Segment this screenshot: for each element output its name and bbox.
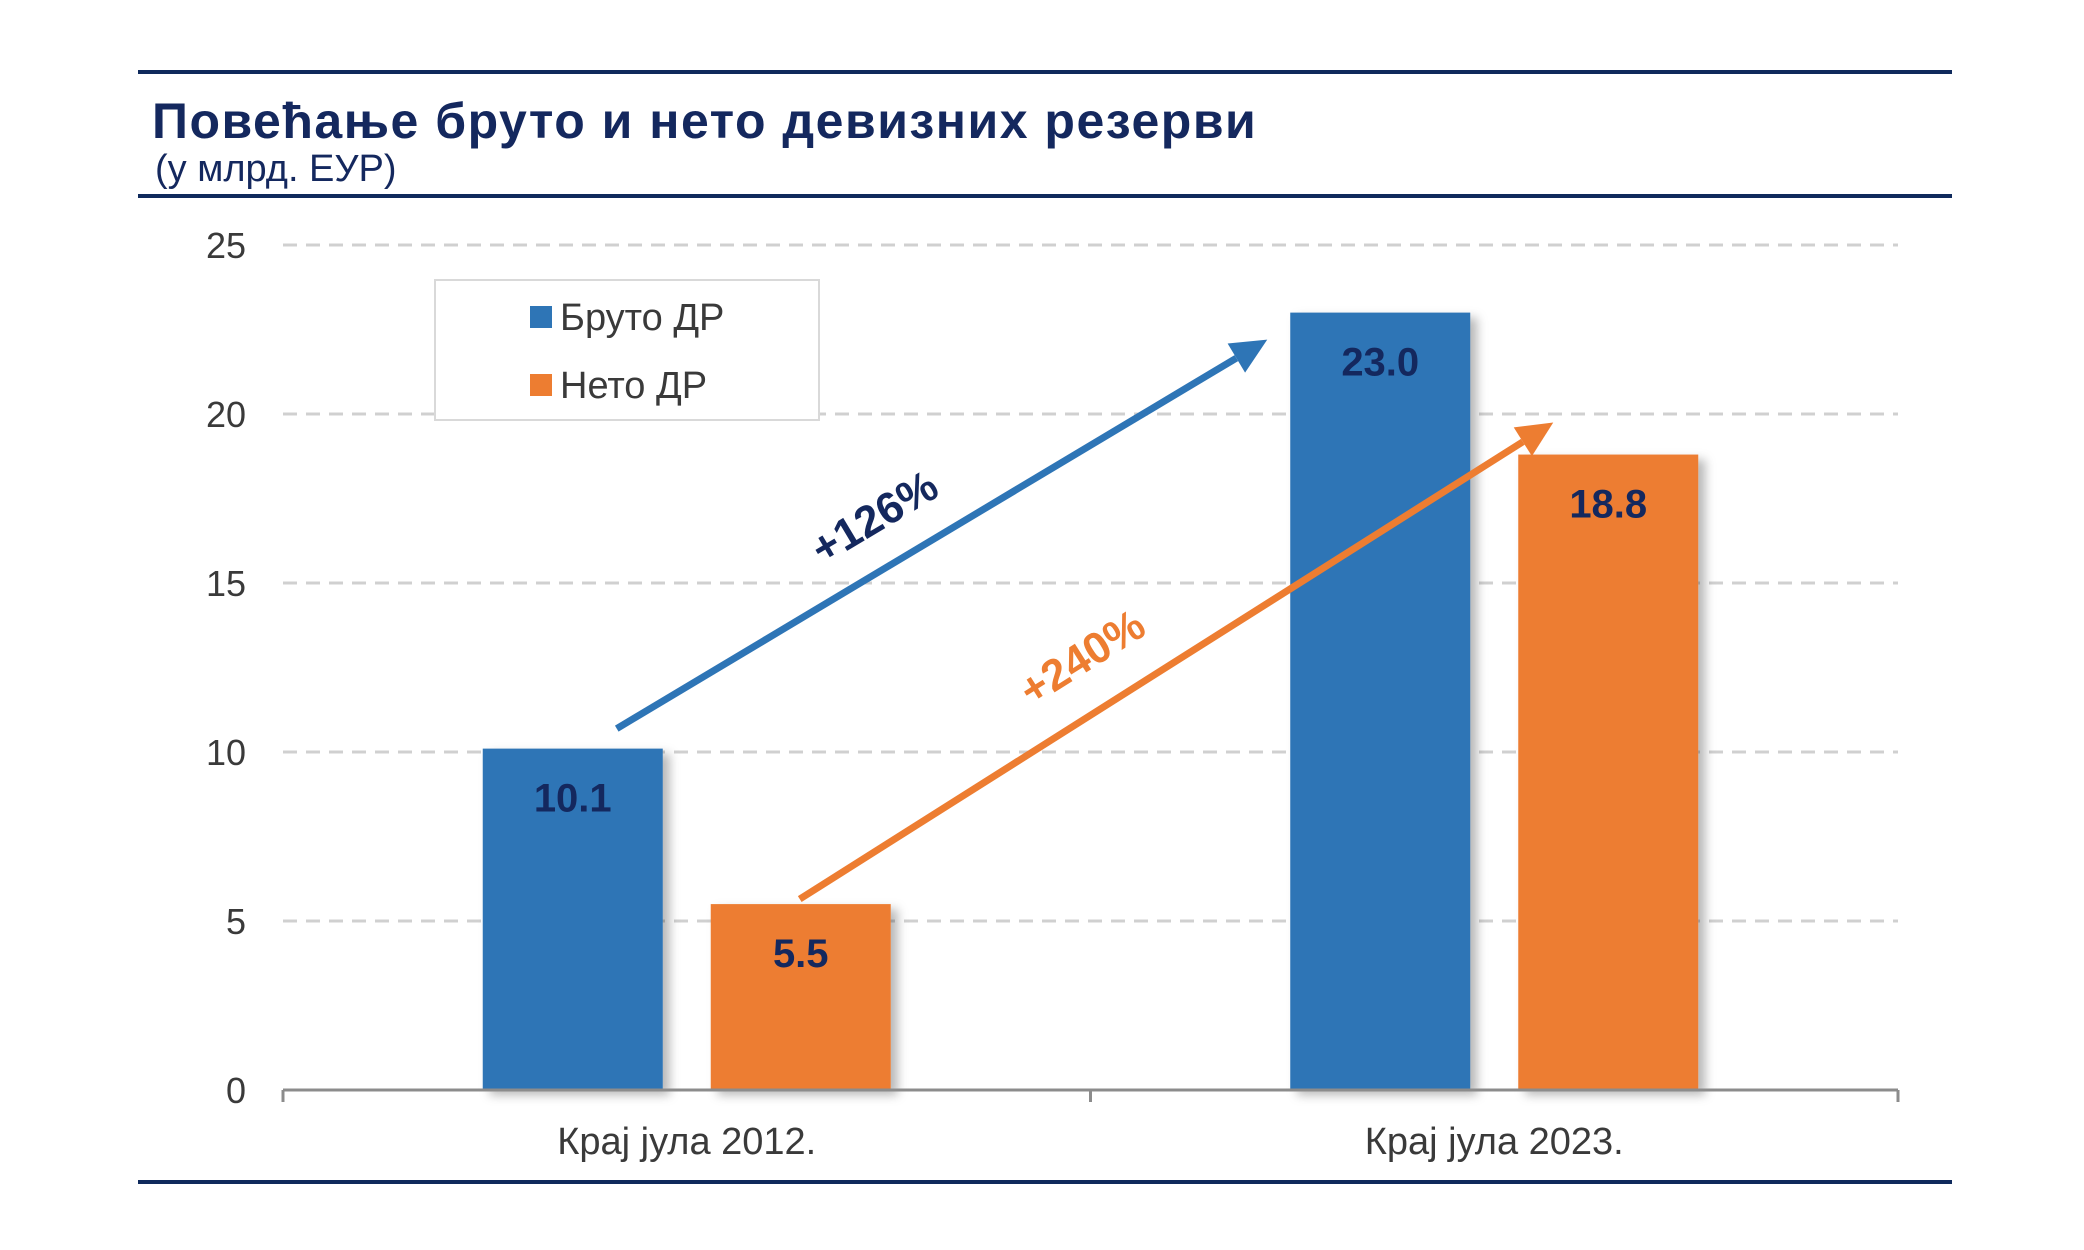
bar-bruto bbox=[1290, 312, 1471, 1091]
legend-label: Бруто ДР bbox=[560, 297, 724, 339]
data-label: 10.1 bbox=[534, 777, 612, 821]
growth-annotation: +126% bbox=[803, 461, 947, 574]
y-tick-label: 10 bbox=[206, 732, 246, 773]
data-label: 18.8 bbox=[1569, 483, 1647, 527]
top-rule bbox=[138, 70, 1952, 74]
y-tick-label: 25 bbox=[206, 225, 246, 266]
y-tick-label: 15 bbox=[206, 563, 246, 604]
neto-growth-arrow-shaft bbox=[797, 438, 1525, 903]
data-label: 23.0 bbox=[1341, 341, 1419, 385]
y-tick-label: 20 bbox=[206, 394, 246, 435]
x-category-label: Крај јула 2012. bbox=[557, 1121, 816, 1163]
bar-bruto bbox=[482, 748, 663, 1090]
bruto-growth-arrow-head bbox=[1227, 339, 1268, 373]
data-label: 5.5 bbox=[773, 932, 829, 976]
legend-box bbox=[434, 279, 820, 421]
legend-label: Нето ДР bbox=[560, 365, 707, 407]
header-rule bbox=[138, 194, 1952, 198]
growth-annotation: +240% bbox=[1011, 600, 1154, 715]
bar-neto bbox=[710, 904, 891, 1090]
y-tick-label: 0 bbox=[226, 1070, 246, 1111]
neto-growth-arrow-head bbox=[1513, 422, 1554, 457]
chart-title: Повећање бруто и нето девизних резерви bbox=[152, 93, 1258, 149]
x-category-label: Крај јула 2023. bbox=[1365, 1121, 1624, 1163]
bar-neto bbox=[1518, 454, 1699, 1090]
legend-swatch-bruto bbox=[530, 306, 552, 328]
legend-swatch-neto bbox=[530, 374, 552, 396]
y-tick-label: 5 bbox=[226, 901, 246, 942]
bottom-rule bbox=[138, 1180, 1952, 1184]
bruto-growth-arrow-shaft bbox=[614, 355, 1239, 732]
chart-subtitle: (у млрд. ЕУР) bbox=[155, 148, 397, 190]
